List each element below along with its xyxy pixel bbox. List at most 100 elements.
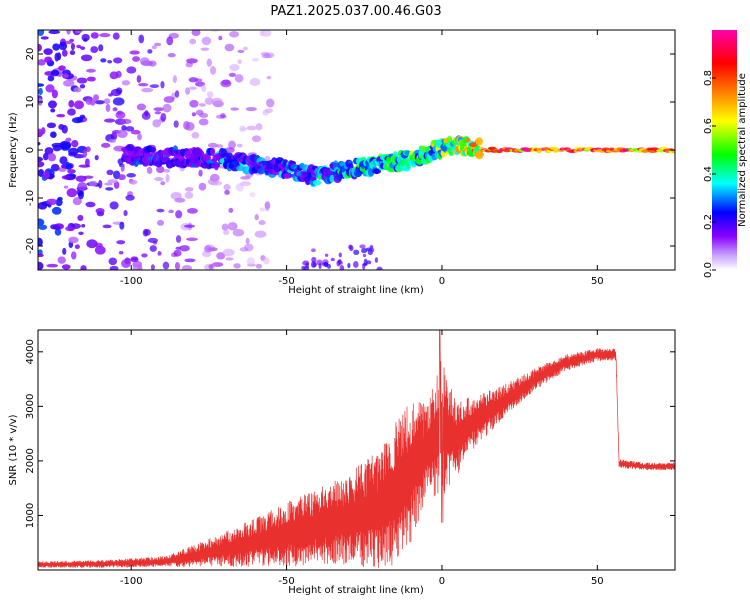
noise-blob: [110, 88, 122, 97]
noise-blob: [68, 152, 77, 157]
noise-blob: [80, 265, 87, 270]
noise-blob: [137, 133, 142, 141]
colorbar-gradient: [712, 30, 737, 270]
noise-blob: [62, 79, 75, 87]
spectral-peak: [475, 137, 484, 146]
noise-blob: [138, 34, 145, 44]
noise-blob: [38, 224, 48, 230]
noise-blob: [90, 46, 99, 54]
noise-blob: [186, 237, 198, 242]
noise-blob: [95, 208, 105, 214]
noise-blob: [38, 83, 45, 87]
noise-blob: [189, 38, 197, 45]
snr-panel: -100 -50 0 50 1000 2000 3000 4000 Height of st…: [8, 329, 676, 596]
noise-blob: [237, 59, 242, 64]
noise-blob: [140, 57, 150, 66]
noise-blob: [65, 226, 75, 232]
noise-blob: [130, 257, 139, 263]
noise-blob: [106, 169, 114, 176]
noise-blob: [115, 70, 122, 78]
noise-blob: [162, 261, 170, 270]
noise-blob: [50, 108, 56, 113]
colorbar: 0.0 0.2 0.4 0.6 0.8 Normalized spectral ampl…: [703, 30, 748, 278]
noise-blob: [189, 86, 197, 90]
noise-blob: [141, 87, 154, 93]
noise-blob: [259, 207, 266, 212]
noise-blob: [246, 125, 257, 131]
spectrogram-marks: [38, 30, 675, 270]
tail-blob: [353, 249, 360, 255]
noise-blob: [48, 100, 57, 109]
noise-blob: [152, 119, 161, 128]
noise-blob: [65, 161, 71, 170]
spectral-peak: [210, 147, 216, 157]
x-tick-label: 50: [591, 576, 604, 587]
noise-blob: [222, 229, 230, 236]
y-tick-label: -20: [25, 238, 36, 254]
noise-blob: [194, 78, 203, 82]
noise-blob: [82, 149, 88, 158]
noise-blob: [112, 97, 125, 106]
noise-blob: [189, 99, 199, 108]
spectral-peak: [542, 147, 551, 151]
noise-blob: [117, 174, 126, 181]
noise-blob: [216, 252, 226, 260]
noise-blob: [53, 223, 65, 230]
spectral-peak: [671, 149, 675, 154]
noise-blob: [104, 118, 116, 123]
noise-blob: [117, 129, 128, 138]
noise-blob: [93, 242, 103, 248]
noise-blob: [61, 164, 68, 169]
noise-blob: [198, 182, 207, 191]
noise-blob: [62, 73, 69, 79]
noise-blob: [237, 143, 243, 148]
noise-blob: [181, 265, 192, 270]
noise-blob: [160, 81, 165, 89]
y-tick-label: 10: [25, 96, 36, 109]
noise-blob: [249, 192, 256, 198]
noise-blob: [174, 262, 180, 270]
noise-blob: [52, 43, 60, 51]
snr-x-label: Height of straight line (km): [288, 585, 424, 596]
noise-blob: [225, 257, 234, 261]
tail-blob: [362, 253, 367, 258]
tail-blob: [363, 258, 368, 266]
noise-blob: [75, 175, 87, 182]
noise-blob: [38, 169, 45, 177]
noise-blob: [151, 45, 157, 50]
noise-blob: [204, 97, 214, 105]
noise-blob: [245, 107, 257, 112]
noise-blob: [93, 94, 99, 102]
noise-blob: [109, 265, 119, 270]
noise-blob: [186, 58, 198, 64]
noise-blob: [234, 74, 244, 83]
noise-blob: [228, 72, 237, 77]
spectral-peak: [213, 162, 219, 171]
noise-blob: [163, 168, 171, 173]
noise-blob: [42, 170, 50, 180]
noise-blob: [215, 144, 224, 148]
noise-blob: [103, 98, 111, 105]
noise-blob: [218, 35, 223, 41]
noise-blob: [130, 129, 141, 135]
noise-blob: [143, 229, 151, 236]
noise-blob: [108, 257, 118, 266]
noise-blob: [73, 87, 82, 93]
noise-blob: [245, 237, 250, 245]
noise-blob: [153, 107, 165, 112]
noise-blob: [121, 259, 131, 268]
noise-blob: [88, 180, 98, 187]
noise-blob: [108, 138, 117, 143]
noise-blob: [149, 245, 157, 252]
noise-blob: [45, 84, 55, 93]
tail-blob: [361, 248, 368, 254]
noise-blob: [206, 58, 212, 67]
noise-blob: [38, 43, 42, 52]
noise-blob: [73, 100, 85, 110]
noise-blob: [118, 251, 124, 255]
noise-blob: [121, 125, 127, 131]
noise-blob: [57, 196, 63, 201]
noise-blob: [251, 57, 260, 62]
noise-blob: [156, 208, 165, 213]
noise-blob: [63, 185, 69, 189]
